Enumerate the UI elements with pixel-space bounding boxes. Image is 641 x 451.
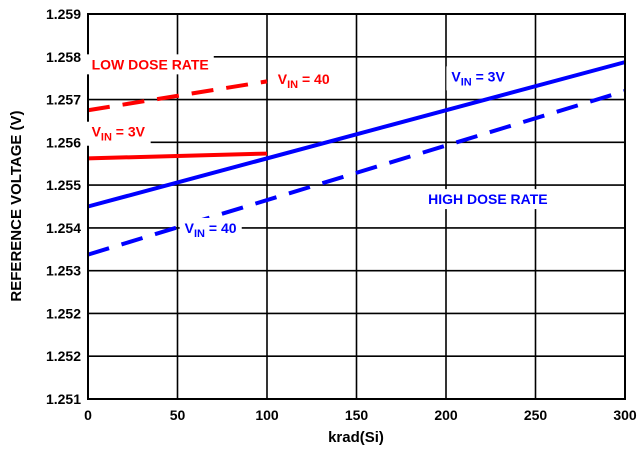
series-line-2 (87, 151, 268, 161)
x-tick-label: 300 (613, 407, 637, 423)
annotation-background (446, 66, 511, 91)
grid (88, 14, 625, 399)
y-tick-label: 1.256 (46, 134, 81, 150)
x-tick-label: 250 (524, 407, 548, 423)
annotation-background (86, 54, 214, 75)
y-tick-label: 1.253 (46, 263, 81, 279)
x-tick-label: 150 (345, 407, 369, 423)
y-tick-labels: 1.251 1.252 1.252 1.253 1.254 1.255 1.256 1.257… (46, 6, 81, 407)
annotation-blue-vin-3v: VIN = 3V (451, 68, 505, 88)
x-tick-label: 0 (84, 407, 92, 423)
x-tick-labels: 0 50 100 150 200 250 300 (84, 407, 637, 423)
y-tick-label: 1.255 (46, 177, 81, 193)
annotation-blue-vin-40: VIN = 40 (185, 220, 237, 240)
y-tick-label: 1.257 (46, 92, 81, 108)
x-tick-label: 50 (170, 407, 186, 423)
x-tick-label: 100 (255, 407, 279, 423)
y-tick-label: 1.258 (46, 49, 81, 65)
y-tick-label: 1.252 (46, 348, 81, 364)
y-tick-label: 1.252 (46, 305, 81, 321)
annotation-red-vin-3v: VIN = 3V (92, 124, 146, 144)
annotation-red-vin-40: VIN = 40 (278, 71, 330, 91)
annotation-high-dose-rate: HIGH DOSE RATE (428, 191, 548, 207)
annotation-background (272, 68, 335, 93)
annotation-background (179, 217, 242, 242)
series-group (87, 60, 626, 257)
x-tick-label: 200 (434, 407, 458, 423)
y-tick-label: 1.259 (46, 6, 81, 22)
series-line-3 (87, 60, 626, 209)
plot-frame (87, 13, 626, 400)
series-line-1 (87, 79, 268, 113)
annotation-low-dose-rate: LOW DOSE RATE (92, 56, 209, 72)
y-axis-label: REFERENCE VOLTAGE (V) (8, 110, 25, 301)
series-line-4 (87, 89, 626, 257)
y-tick-label: 1.254 (46, 220, 81, 236)
annotations: LOW DOSE RATE VIN = 40 VIN = 3V VIN = 3V HIG… (86, 54, 553, 242)
y-tick-label: 1.251 (46, 391, 81, 407)
annotation-background (423, 189, 553, 210)
x-axis-label: krad(Si) (328, 429, 384, 446)
annotation-background (86, 121, 151, 146)
